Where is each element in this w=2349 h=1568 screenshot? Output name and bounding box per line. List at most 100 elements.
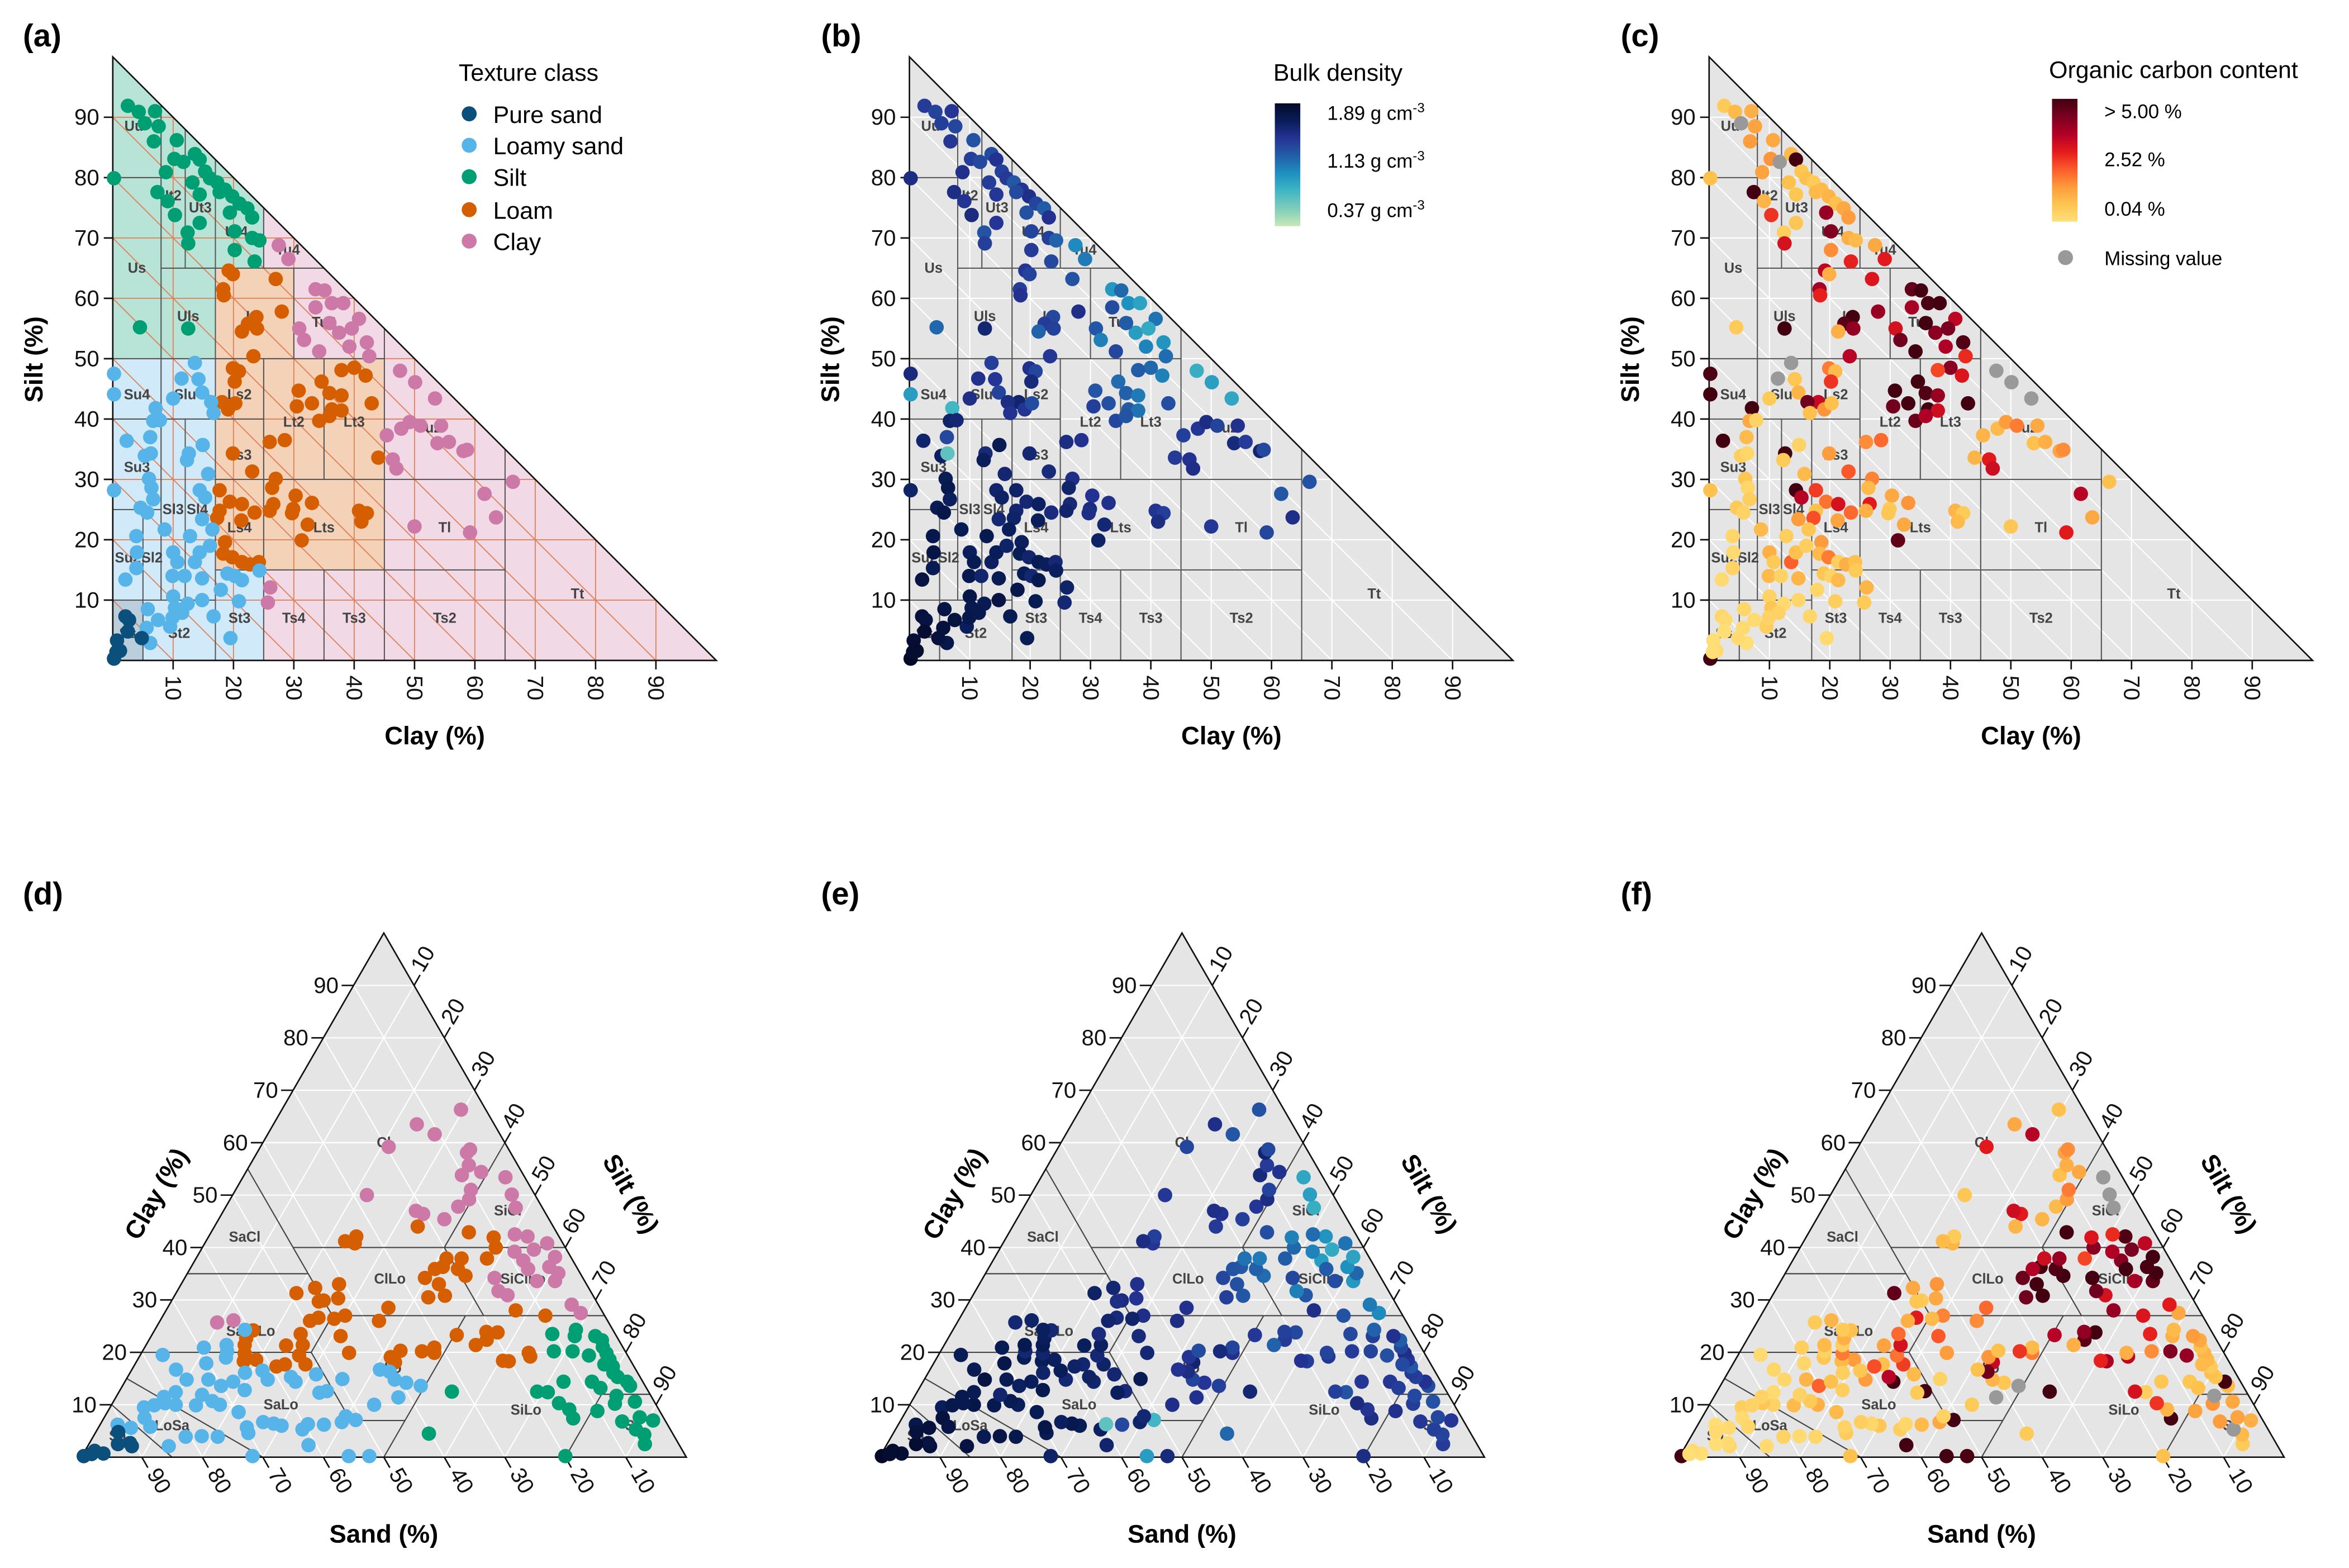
data-point [1887,383,1903,398]
tick-label-clay: 80 [2179,676,2204,701]
data-point [1114,283,1129,298]
data-point [107,483,121,498]
data-point [205,1394,220,1409]
data-point [999,1372,1014,1387]
data-point [1899,1438,1914,1452]
data-point [2061,1182,2076,1198]
data-point [185,175,200,190]
data-point [1028,594,1043,609]
data-point [1109,344,1123,359]
class-label-st3: St3 [229,610,251,626]
data-point [971,371,986,386]
data-point [274,304,289,319]
data-point [479,1324,494,1339]
class-label-tt: Tt [2167,586,2181,602]
class-label-tt: Tt [1367,586,1381,602]
data-points [1703,98,2117,666]
data-point [1848,563,1863,578]
tick-label-clay: 60 [2058,676,2084,701]
data-point [1910,1385,1925,1400]
data-point [903,387,918,402]
data-point [551,1396,567,1410]
data-point [1171,1362,1186,1377]
data-point [1024,1374,1039,1389]
tick-sand [201,1457,210,1469]
data-point [2191,1380,2206,1395]
data-point [187,355,202,370]
legend-bulk-density: Bulk density 1.89 g cm-3 1.13 g cm-3 0.3… [1273,60,1425,226]
data-point [1906,1367,1922,1382]
data-point [1837,1420,1852,1435]
data-point [331,1277,346,1291]
tick-sand [444,1457,451,1469]
data-point [977,1372,992,1387]
legend-swatch-loam [462,202,477,217]
data-point [508,1303,523,1318]
data-point [268,272,283,287]
data-point [1093,332,1108,348]
data-point [558,1448,573,1464]
data-point [2089,1284,2104,1299]
tick-label-silt: 80 [2215,1309,2250,1343]
data-point [1759,1439,1774,1453]
data-point [1059,580,1074,595]
data-point [122,1436,137,1451]
class-label-lt3: Lt3 [1940,414,1961,430]
data-point [1025,396,1039,411]
data-point [1715,433,1730,448]
data-point [1771,605,1786,620]
data-point [1022,267,1037,282]
data-point [1261,1142,1276,1157]
data-point [906,644,920,659]
data-point [1742,492,1757,507]
data-point [227,243,242,258]
data-point [1824,374,1838,389]
class-label-su4: Su4 [1720,387,1747,403]
data-point [130,545,144,560]
tick-label-silt: 40 [496,1099,530,1133]
tick-label-silt: 10 [1671,587,1696,612]
data-point [945,401,960,416]
data-point [909,1437,924,1452]
tick-label-silt: 10 [1204,942,1238,976]
tick-label-silt: 90 [1446,1361,1480,1395]
data-point [1191,1343,1206,1358]
data-point [225,267,240,282]
data-point [1176,428,1191,443]
data-point [1928,325,1943,340]
data-point [1225,1340,1240,1355]
data-point [1003,609,1017,624]
data-point [1705,644,1720,659]
tick-sand [1242,1457,1249,1469]
colorbar-label-max: 1.89 g cm-3 [1327,101,1424,124]
data-point [1169,1313,1185,1328]
data-point [1235,1211,1250,1227]
data-point [526,1242,541,1257]
data-point [2056,443,2071,457]
tick-silt [625,1341,633,1353]
data-point [1822,446,1837,461]
data-point [1087,1286,1102,1300]
data-point [462,1158,476,1173]
data-point [962,589,977,604]
data-point [2026,436,2041,450]
data-point [196,1340,211,1355]
tick-label-silt: 50 [1325,1152,1359,1186]
data-point [2166,1322,2181,1337]
data-point [1008,1315,1023,1330]
data-point [1043,349,1058,364]
data-point [1773,568,1789,583]
data-point [988,372,1002,387]
data-point [1349,1396,1364,1410]
data-point [1893,1338,1908,1352]
data-point [316,1417,331,1432]
data-point [974,568,989,583]
data-point [1136,1308,1150,1323]
data-point [202,538,217,553]
data-point [1133,296,1148,311]
data-point [235,324,249,339]
data-point [1836,1322,1850,1337]
data-point [1829,1405,1844,1419]
axis-title-sand: Sand (%) [330,1519,439,1548]
data-point [1885,488,1899,503]
